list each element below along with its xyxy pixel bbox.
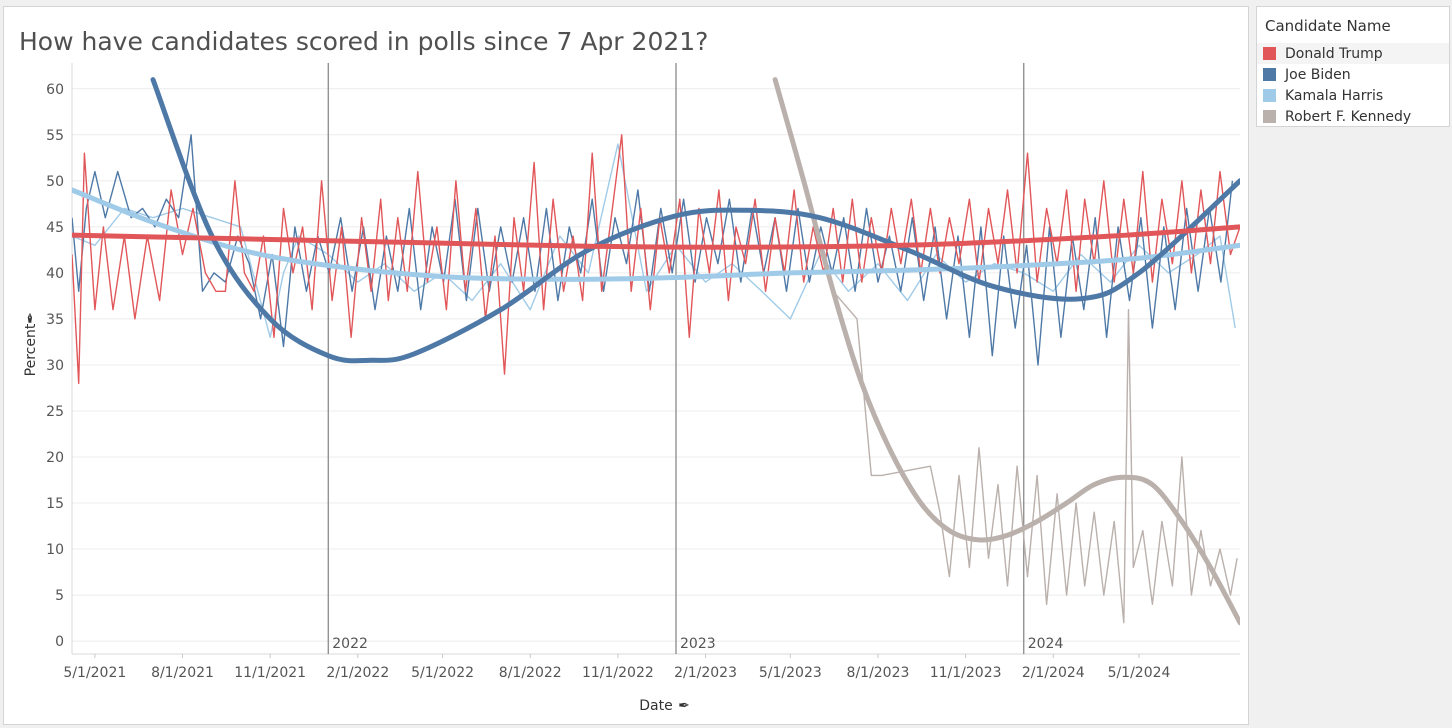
- legend-swatch: [1263, 110, 1276, 123]
- legend-swatch: [1263, 89, 1276, 102]
- chart-title: How have candidates scored in polls sinc…: [19, 27, 709, 56]
- y-tick-label: 20: [46, 450, 64, 466]
- y-tick-label: 55: [46, 128, 64, 144]
- x-tick-label: 11/1/2021: [234, 665, 306, 681]
- y-tick-label: 45: [46, 220, 64, 236]
- pin-icon: ✒: [678, 698, 690, 714]
- legend-item-robert-f-kennedy[interactable]: Robert F. Kennedy: [1257, 106, 1449, 127]
- legend-label: Donald Trump: [1285, 45, 1383, 62]
- legend-item-joe-biden[interactable]: Joe Biden: [1257, 64, 1449, 85]
- pin-icon: ✒: [23, 312, 39, 324]
- trend-line-kamala-harris: [72, 187, 1240, 282]
- y-tick-label: 0: [55, 634, 64, 650]
- x-tick-label: 8/1/2022: [499, 665, 562, 681]
- x-tick-label: 2/1/2022: [326, 665, 389, 681]
- y-tick-label: 35: [46, 312, 64, 328]
- series-line-kamala-harris: [72, 143, 1236, 338]
- trend-line-joe-biden: [150, 77, 1240, 364]
- trend-line-robert-f-kennedy: [772, 77, 1240, 626]
- y-tick-label: 5: [55, 588, 64, 604]
- y-axis-title: Percent: [23, 323, 39, 376]
- year-marker-label: 2022: [332, 636, 368, 652]
- x-tick-label: 2/1/2024: [1022, 665, 1085, 681]
- y-tick-label: 50: [46, 174, 64, 190]
- x-tick-label: 5/1/2022: [411, 665, 474, 681]
- legend-label: Kamala Harris: [1285, 87, 1384, 104]
- legend-item-kamala-harris[interactable]: Kamala Harris: [1257, 85, 1449, 106]
- x-tick-label: 11/1/2023: [930, 665, 1002, 681]
- grid: [72, 88, 1240, 642]
- legend-swatch: [1263, 68, 1276, 81]
- legend-list: Donald Trump Joe Biden Kamala Harris Rob…: [1257, 43, 1449, 127]
- x-tick-label: 8/1/2021: [151, 665, 214, 681]
- y-tick-label: 25: [46, 404, 64, 420]
- y-tick-label: 40: [46, 266, 64, 282]
- x-axis-title: Date: [639, 698, 672, 714]
- legend-label: Joe Biden: [1285, 66, 1351, 83]
- legend-item-donald-trump[interactable]: Donald Trump: [1257, 43, 1449, 64]
- y-tick-label: 30: [46, 358, 64, 374]
- chart-panel: How have candidates scored in polls sinc…: [3, 6, 1249, 725]
- x-tick-label: 8/1/2023: [847, 665, 910, 681]
- x-tick-label: 5/1/2023: [759, 665, 822, 681]
- year-marker-label: 2023: [680, 636, 716, 652]
- y-tick-label: 15: [46, 496, 64, 512]
- series-line-joe-biden: [72, 134, 1234, 366]
- legend: Candidate Name Donald Trump Joe Biden Ka…: [1256, 6, 1450, 127]
- x-tick-label: 5/1/2024: [1108, 665, 1171, 681]
- x-tick-label: 2/1/2023: [674, 665, 737, 681]
- trend-line-donald-trump: [72, 224, 1240, 250]
- series-line-robert-f-kennedy: [832, 290, 1238, 624]
- plot-area: [72, 63, 1240, 654]
- y-tick-label: 10: [46, 542, 64, 558]
- legend-title: Candidate Name: [1265, 17, 1391, 35]
- x-tick-label: 5/1/2021: [63, 665, 126, 681]
- x-tick-label: 11/1/2022: [582, 665, 654, 681]
- y-tick-label: 60: [46, 82, 64, 98]
- legend-swatch: [1263, 47, 1276, 60]
- legend-label: Robert F. Kennedy: [1285, 108, 1412, 125]
- year-marker-label: 2024: [1028, 636, 1064, 652]
